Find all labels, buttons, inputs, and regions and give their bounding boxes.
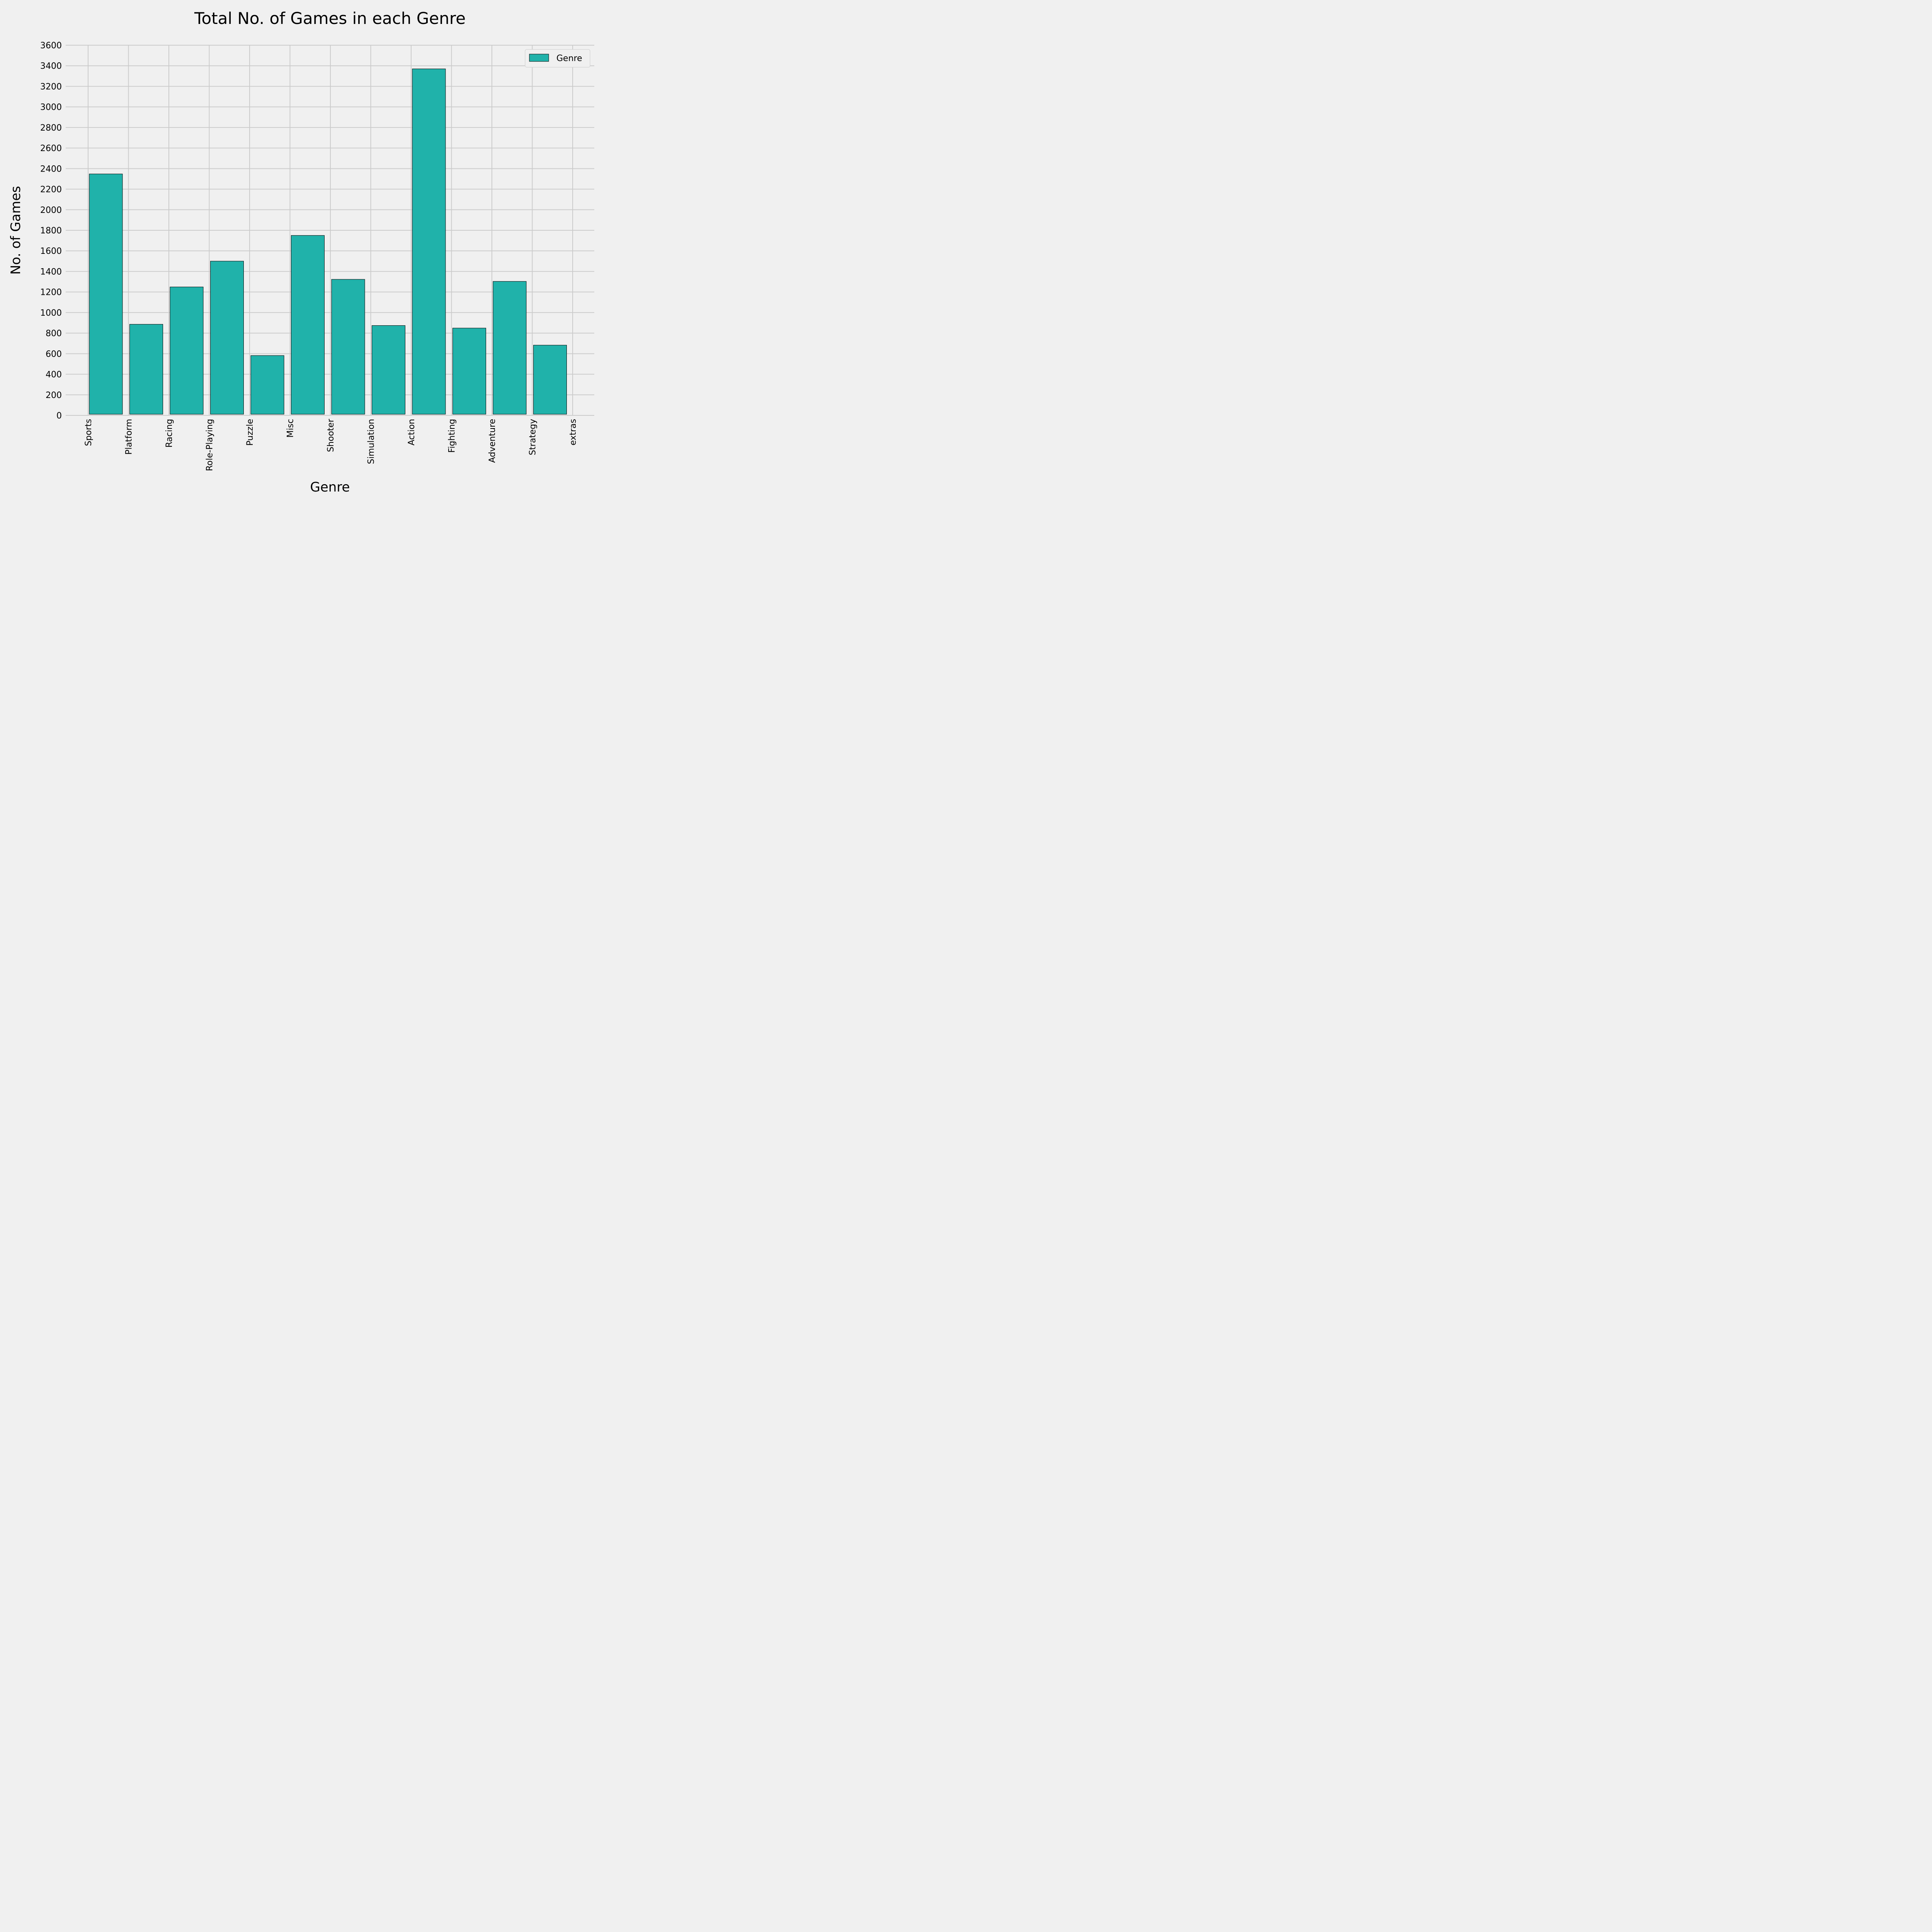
chart-title: Total No. of Games in each Genre (194, 9, 466, 28)
x-tick-label: Role-Playing (205, 419, 215, 471)
y-tick-label: 0 (56, 411, 62, 421)
bars (89, 68, 567, 415)
bar-action (412, 68, 446, 415)
y-tick-label: 1200 (40, 288, 62, 298)
y-tick-label: 400 (46, 370, 62, 380)
legend: Genre (525, 49, 590, 68)
y-tick-label: 3400 (40, 61, 62, 71)
x-tick-label: Shooter (326, 418, 336, 452)
bar-platform (129, 324, 163, 415)
legend-label: Genre (556, 54, 582, 63)
bar-adventure (493, 281, 527, 415)
y-axis-label: No. of Games (8, 186, 24, 275)
x-axis-label: Genre (310, 480, 350, 495)
y-tick-label: 3600 (40, 41, 62, 51)
bar-chart: 0 200 400 600 800 1000 1200 1400 1600 1800 2000 220… (0, 0, 606, 505)
y-tick-label: 2800 (40, 123, 62, 133)
x-tick-label: Action (407, 419, 417, 446)
y-tick-label: 200 (46, 391, 62, 400)
x-tick-label: Adventure (488, 419, 497, 463)
x-tick-label: Platform (124, 419, 134, 455)
y-tick-label: 2600 (40, 144, 62, 153)
bar-puzzle (250, 355, 284, 415)
y-tick-label: 1600 (40, 247, 62, 256)
y-tick-label: 3000 (40, 103, 62, 112)
bar-strategy (533, 345, 567, 415)
bar-role-playing (210, 261, 244, 415)
x-tick-label: Sports (84, 419, 94, 446)
y-tick-label: 2200 (40, 185, 62, 195)
x-tick-label: Strategy (528, 419, 538, 455)
y-tick-label: 3200 (40, 82, 62, 92)
y-tick-label: 600 (46, 349, 62, 359)
x-tick-label: Simulation (367, 419, 376, 464)
bar-fighting (452, 328, 486, 415)
x-tick-label: Racing (165, 419, 174, 447)
bar-racing (170, 287, 204, 415)
x-tick-label: extras (568, 419, 578, 446)
x-tick-labels: Sports Platform Racing Role-Playing Puzzle Mi… (84, 418, 578, 471)
y-tick-labels: 0 200 400 600 800 1000 1200 1400 1600 1800 2000 220… (40, 41, 62, 421)
y-tick-label: 2400 (40, 164, 62, 174)
bar-sports (89, 173, 123, 415)
y-tick-label: 1800 (40, 226, 62, 236)
y-tick-label: 1000 (40, 308, 62, 318)
x-tick-label: Puzzle (245, 419, 255, 446)
y-tick-label: 800 (46, 329, 62, 338)
bar-misc (291, 235, 325, 415)
x-tick-label: Misc (286, 419, 296, 438)
y-tick-label: 1400 (40, 267, 62, 277)
x-tick-label: Fighting (447, 419, 457, 453)
legend-swatch (529, 54, 549, 62)
bar-shooter (331, 279, 365, 415)
y-tick-label: 2000 (40, 206, 62, 215)
bar-simulation (372, 325, 405, 415)
